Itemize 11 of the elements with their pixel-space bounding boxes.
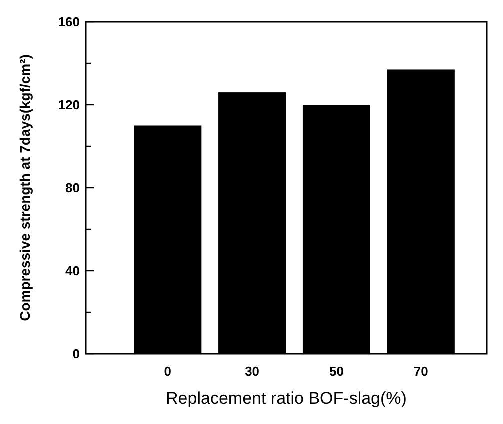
x-tick-label: 30: [245, 364, 260, 379]
x-tick-label: 0: [164, 364, 172, 379]
x-tick-label: 50: [329, 364, 344, 379]
y-tick-label: 80: [66, 180, 80, 196]
y-tick-label: 40: [66, 264, 80, 279]
y-axis-title: Compressive strength at 7days(kgf/cm²): [17, 54, 33, 322]
y-tick-label: 0: [72, 346, 80, 362]
x-axis-title: Replacement ratio BOF-slag(%): [166, 389, 407, 408]
y-tick-label: 120: [58, 98, 80, 113]
y-tick-label: 160: [58, 14, 80, 30]
x-tick-label: 70: [414, 364, 428, 379]
